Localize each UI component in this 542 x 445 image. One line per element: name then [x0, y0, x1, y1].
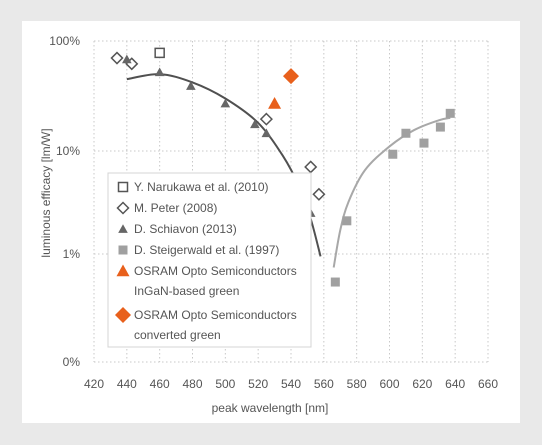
x-tick-labels: 420 440 460 480 500 520 540 560 580 600 620 640 660 — [84, 377, 498, 391]
data-point — [154, 67, 165, 77]
x-axis-title: peak wavelength [nm] — [212, 401, 329, 415]
x-tick-label: 660 — [478, 377, 498, 391]
data-point — [445, 108, 455, 118]
data-point — [220, 98, 231, 108]
x-tick-label: 620 — [412, 377, 432, 391]
x-tick-label: 600 — [379, 377, 399, 391]
x-tick-label: 440 — [117, 377, 137, 391]
legend-marker — [115, 307, 131, 323]
data-points — [110, 47, 455, 287]
legend-label-line2: converted green — [134, 328, 221, 342]
x-tick-label: 420 — [84, 377, 104, 391]
legend-label: Y. Narukawa et al. (2010) — [134, 180, 269, 194]
data-point — [186, 81, 196, 90]
data-point — [312, 187, 326, 201]
x-tick-label: 560 — [314, 377, 334, 391]
x-tick-label: 540 — [281, 377, 301, 391]
data-point — [122, 54, 132, 64]
data-point — [259, 112, 273, 126]
data-point — [268, 97, 282, 109]
legend-label: D. Steigerwald et al. (1997) — [134, 243, 279, 257]
legend-marker — [118, 224, 128, 233]
chart-card: 0% 1% 10% 100% 420 440 460 480 500 520 540 560 580 6… — [22, 21, 520, 423]
legend-label: OSRAM Opto Semiconductors — [134, 308, 297, 322]
x-tick-label: 500 — [215, 377, 235, 391]
legend-label: M. Peter (2008) — [134, 201, 217, 215]
legend-marker — [116, 201, 130, 215]
data-point — [250, 119, 260, 129]
x-tick-label: 460 — [150, 377, 170, 391]
x-tick-label: 580 — [347, 377, 367, 391]
legend-label-line2: InGaN-based green — [134, 284, 239, 298]
data-point — [330, 277, 340, 287]
legend-label: OSRAM Opto Semiconductors — [134, 264, 297, 278]
data-point — [388, 149, 398, 159]
data-point — [110, 51, 124, 65]
x-tick-label: 640 — [445, 377, 465, 391]
data-point — [401, 128, 411, 138]
legend: Y. Narukawa et al. (2010) M. Peter (2008)… — [107, 172, 312, 348]
x-tick-label: 480 — [182, 377, 202, 391]
y-tick-label: 0% — [63, 355, 81, 369]
data-point — [154, 47, 165, 59]
y-tick-labels: 0% 1% 10% 100% — [49, 34, 80, 369]
legend-label: D. Schiavon (2013) — [134, 222, 237, 236]
y-tick-label: 1% — [63, 247, 81, 261]
legend-marker — [117, 181, 129, 193]
x-tick-label: 520 — [248, 377, 268, 391]
data-point — [283, 68, 299, 85]
data-point — [342, 216, 352, 226]
data-point — [419, 138, 429, 148]
data-point — [261, 128, 272, 138]
efficacy-chart: 0% 1% 10% 100% 420 440 460 480 500 520 540 560 580 6… — [39, 34, 498, 415]
data-point — [304, 160, 318, 174]
legend-marker — [116, 264, 130, 277]
y-axis-title: luminous efficacy [lm/W] — [39, 128, 53, 257]
legend-marker — [118, 245, 128, 255]
legend-box — [107, 172, 312, 348]
y-tick-label: 10% — [56, 144, 80, 158]
data-point — [435, 122, 445, 132]
y-tick-label: 100% — [49, 34, 80, 48]
trend-curve — [332, 116, 451, 268]
